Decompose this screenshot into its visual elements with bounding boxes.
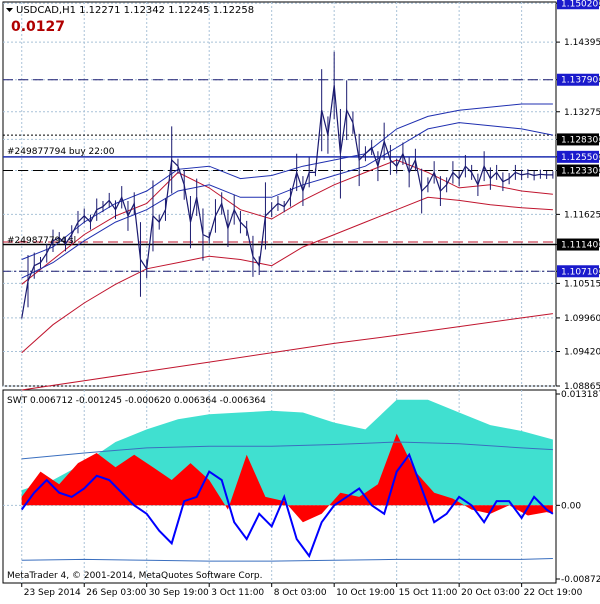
red-band-lower — [21, 196, 553, 354]
level-price-text: 1.12330 — [561, 167, 598, 177]
level-price-box[interactable]: 1.13790 — [557, 73, 599, 86]
long-ma-line — [21, 313, 553, 391]
level-price-text: 1.15020 — [561, 0, 598, 9]
header: USDCAD,H1 1.12271 1.12342 1.12245 1.1225… — [6, 5, 254, 35]
time-label: 8 Oct 03:00 — [274, 588, 327, 598]
time-label: 3 Oct 11:00 — [211, 588, 264, 598]
indicator-tick-label: 0.00 — [561, 501, 581, 511]
time-label: 23 Sep 2014 — [24, 588, 81, 598]
price-tick-label: 1.09960 — [564, 314, 600, 324]
price-tick-label: 1.08865 — [564, 382, 600, 392]
level-price-box[interactable]: 1.12550 — [557, 150, 599, 163]
price-axis: 1.15020 1.14395 1.13790 1.13275 1.12830 1.125… — [556, 0, 600, 392]
copyright-text: MetaTrader 4, © 2001-2014, MetaQuotes So… — [7, 571, 263, 581]
level-price-box[interactable]: 1.15020 — [557, 0, 599, 9]
level-price-text: 1.12830 — [561, 135, 598, 145]
price-tick-label: 1.11625 — [564, 210, 600, 220]
price-tick-label: 1.14395 — [564, 38, 600, 48]
time-label: 10 Oct 19:00 — [336, 588, 395, 598]
blue-band-mid — [21, 122, 553, 279]
time-label: 30 Sep 19:00 — [149, 588, 209, 598]
swt-red-area — [21, 433, 553, 523]
indicator-axis: 0.013187 0.00 -0.008725 — [556, 390, 600, 585]
indicator-label: SWT 0.006712 -0.001245 -0.000620 0.00636… — [7, 396, 266, 406]
level-price-text: 1.13790 — [561, 76, 598, 86]
indicator-tick-label: -0.008725 — [561, 575, 600, 585]
big-value: 0.0127 — [11, 19, 65, 35]
order-buy-label[interactable]: #249877794 buy 22:00 — [7, 147, 115, 157]
swt-lower-line — [21, 558, 553, 562]
time-label: 20 Oct 03:00 — [461, 588, 520, 598]
blue-band-upper — [21, 103, 553, 260]
symbol-line: USDCAD,H1 1.12271 1.12342 1.12245 1.1225… — [16, 5, 254, 16]
swt-signal-line — [21, 441, 553, 460]
level-price-box[interactable]: 1.10710 — [557, 265, 599, 278]
red-band-upper — [21, 159, 553, 285]
indicator-layer — [20, 399, 554, 562]
level-price-text: 1.12550 — [561, 153, 598, 163]
time-axis: 23 Sep 2014 26 Sep 03:00 30 Sep 19:00 3 Oct… — [21, 583, 583, 598]
price-layer — [3, 51, 556, 391]
time-label: 22 Oct 19:00 — [524, 588, 583, 598]
price-tick-label: 1.10515 — [564, 279, 600, 289]
indicator-tick-label: 0.013187 — [561, 390, 600, 400]
level-price-box[interactable]: 1.12830 — [557, 133, 599, 146]
time-label: 15 Oct 11:00 — [399, 588, 458, 598]
price-line[interactable] — [21, 85, 553, 319]
level-price-box[interactable]: 1.11140 — [557, 238, 599, 251]
price-tick-label: 1.09420 — [564, 347, 600, 357]
level-price-text: 1.10710 — [561, 267, 598, 277]
price-tick-label: 1.13275 — [564, 108, 600, 118]
swt-main-line[interactable] — [20, 452, 554, 559]
level-price-text: 1.11140 — [561, 241, 598, 251]
order-sl-label[interactable]: #249877794 sl — [7, 236, 76, 246]
level-price-box[interactable]: 1.12330 — [557, 164, 599, 177]
dropdown-triangle-icon[interactable] — [6, 8, 13, 12]
time-label: 26 Sep 03:00 — [86, 588, 146, 598]
